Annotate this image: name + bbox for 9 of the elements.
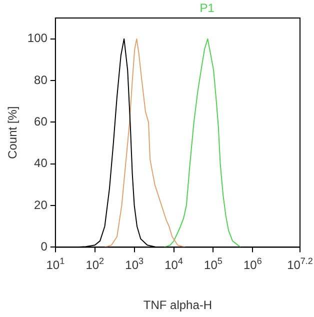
y-tick-label: 80	[34, 72, 48, 87]
y-tick-label: 0	[40, 240, 48, 254]
y-tick-label: 100	[27, 31, 48, 46]
chart-title: P1	[200, 1, 215, 15]
y-tick-label: 60	[34, 114, 48, 128]
x-axis-title: TNF alpha-H	[143, 298, 212, 312]
y-axis-title: Count [%]	[6, 106, 20, 159]
y-tick-label: 40	[34, 156, 48, 170]
y-tick-label: 20	[34, 198, 48, 212]
